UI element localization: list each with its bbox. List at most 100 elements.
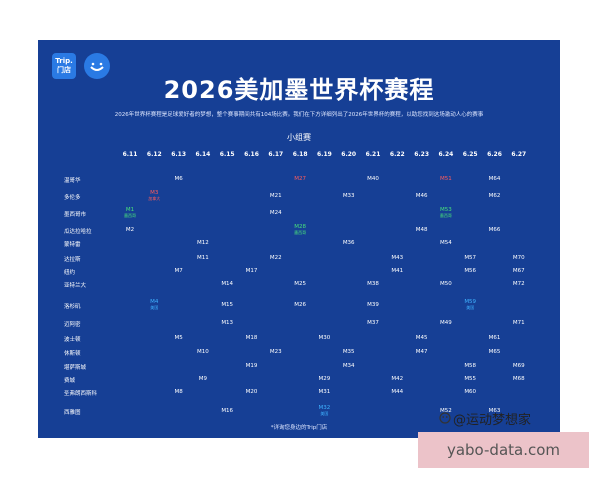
- match-cell: M16: [221, 408, 233, 414]
- match-code: M28: [294, 224, 306, 230]
- match-code: M67: [512, 268, 525, 274]
- match-code: M43: [391, 255, 404, 261]
- match-cell: M26: [294, 302, 306, 308]
- city-label: 温哥华: [64, 178, 81, 184]
- schedule-poster: Trip. 门店 2026美加墨世界杯赛程 2026年世界杯赛程是足球爱好者的梦…: [38, 40, 560, 438]
- city-label: 费城: [64, 378, 76, 384]
- date-header: 6.16: [244, 151, 259, 158]
- match-code: M11: [197, 255, 209, 261]
- match-cell: M48: [416, 227, 428, 233]
- date-header: 6.25: [462, 151, 478, 158]
- match-cell: M39: [367, 302, 379, 308]
- match-cell: M41: [391, 268, 403, 274]
- match-code: M7: [174, 268, 183, 274]
- match-cell: M50: [440, 281, 452, 287]
- match-cell: M36: [343, 240, 355, 246]
- date-header: 6.26: [487, 151, 502, 158]
- match-cell: M37: [367, 320, 379, 326]
- match-code: M41: [391, 268, 404, 274]
- match-code: M13: [221, 320, 234, 326]
- match-cell: M68: [513, 376, 525, 382]
- match-code: M71: [512, 320, 525, 326]
- match-cell: M71: [513, 320, 525, 326]
- match-code: M55: [464, 376, 477, 382]
- match-code: M65: [488, 349, 501, 355]
- match-code: M62: [488, 193, 501, 199]
- match-cell: M57: [464, 255, 476, 261]
- match-cell: M35: [343, 349, 355, 355]
- match-code: M42: [391, 376, 404, 382]
- city-label: 达拉斯: [64, 257, 81, 263]
- match-cell: M7: [174, 268, 182, 274]
- match-cell: M58: [464, 363, 476, 369]
- match-code: M66: [488, 227, 501, 233]
- match-code: M17: [245, 268, 258, 274]
- match-code: M51: [440, 176, 452, 182]
- match-cell: M17: [246, 268, 258, 274]
- match-code: M47: [415, 349, 428, 355]
- date-header: 6.17: [268, 151, 284, 158]
- match-cell: M44: [391, 389, 403, 395]
- match-code: M29: [318, 376, 331, 382]
- match-code: M3: [150, 190, 159, 196]
- match-code: M8: [174, 389, 183, 395]
- match-cell: M59 美国: [464, 299, 476, 311]
- match-code: M70: [512, 255, 525, 261]
- match-code: M68: [512, 376, 525, 382]
- match-code: M52: [440, 408, 452, 414]
- date-header: 6.23: [414, 151, 429, 158]
- date-header: 6.15: [219, 151, 235, 158]
- match-code: M5: [174, 335, 183, 341]
- host-country-label: 美国: [466, 305, 475, 310]
- match-code: M12: [197, 240, 209, 246]
- match-code: M33: [342, 193, 355, 199]
- match-cell: M9: [199, 376, 207, 382]
- host-country-label: 墨西哥: [124, 213, 136, 218]
- match-code: M34: [342, 363, 355, 369]
- match-cell: M24: [270, 210, 282, 216]
- match-code: M40: [367, 176, 379, 182]
- match-cell: M31: [319, 389, 331, 395]
- match-cell: M18: [246, 335, 258, 341]
- match-code: M25: [294, 281, 306, 287]
- date-header: 6.24: [438, 151, 454, 158]
- match-cell: M51: [440, 176, 452, 182]
- match-code: M20: [245, 389, 258, 395]
- match-cell: M70: [513, 255, 525, 261]
- host-country-label: 美国: [150, 305, 159, 310]
- match-code: M10: [197, 349, 209, 355]
- match-cell: M38: [367, 281, 379, 287]
- match-cell: M32 美国: [319, 405, 331, 417]
- footnote: *详询您身边的Trip门店: [270, 425, 328, 431]
- date-header: 6.12: [146, 151, 162, 158]
- match-cell: M33: [343, 193, 355, 199]
- match-code: M2: [125, 227, 135, 233]
- match-cell: M14: [221, 281, 233, 287]
- match-code: M46: [415, 193, 428, 199]
- match-cell: M4 美国: [150, 299, 158, 311]
- watermark-text: @运动梦想家: [453, 413, 532, 428]
- subtitle: 2026年世界杯赛程是足球爱好者的梦想，整个赛事期间共有104场比赛。我们在下方…: [114, 112, 484, 118]
- match-code: M18: [245, 335, 258, 341]
- section-title: 小组赛: [287, 133, 311, 142]
- match-code: M30: [318, 335, 331, 341]
- match-cell: M54: [440, 240, 452, 246]
- match-cell: M27: [294, 176, 306, 182]
- city-label: 洛杉矶: [64, 304, 81, 310]
- trip-logo: Trip. 门店: [52, 53, 76, 79]
- match-cell: M64: [489, 176, 501, 182]
- match-cell: M43: [391, 255, 403, 261]
- match-code: M54: [440, 240, 452, 246]
- match-cell: M69: [513, 363, 525, 369]
- date-header: 6.20: [341, 151, 357, 158]
- match-code: M49: [440, 320, 452, 326]
- host-country-label: 墨西哥: [439, 213, 452, 218]
- match-code: M64: [488, 176, 501, 182]
- match-code: M9: [198, 376, 208, 382]
- match-code: M16: [221, 408, 234, 414]
- match-cell: M34: [343, 363, 355, 369]
- match-code: M38: [367, 281, 379, 287]
- logo-text-line1: Trip.: [55, 57, 73, 65]
- match-cell: M53 墨西哥: [440, 207, 452, 219]
- match-cell: M2: [126, 227, 134, 233]
